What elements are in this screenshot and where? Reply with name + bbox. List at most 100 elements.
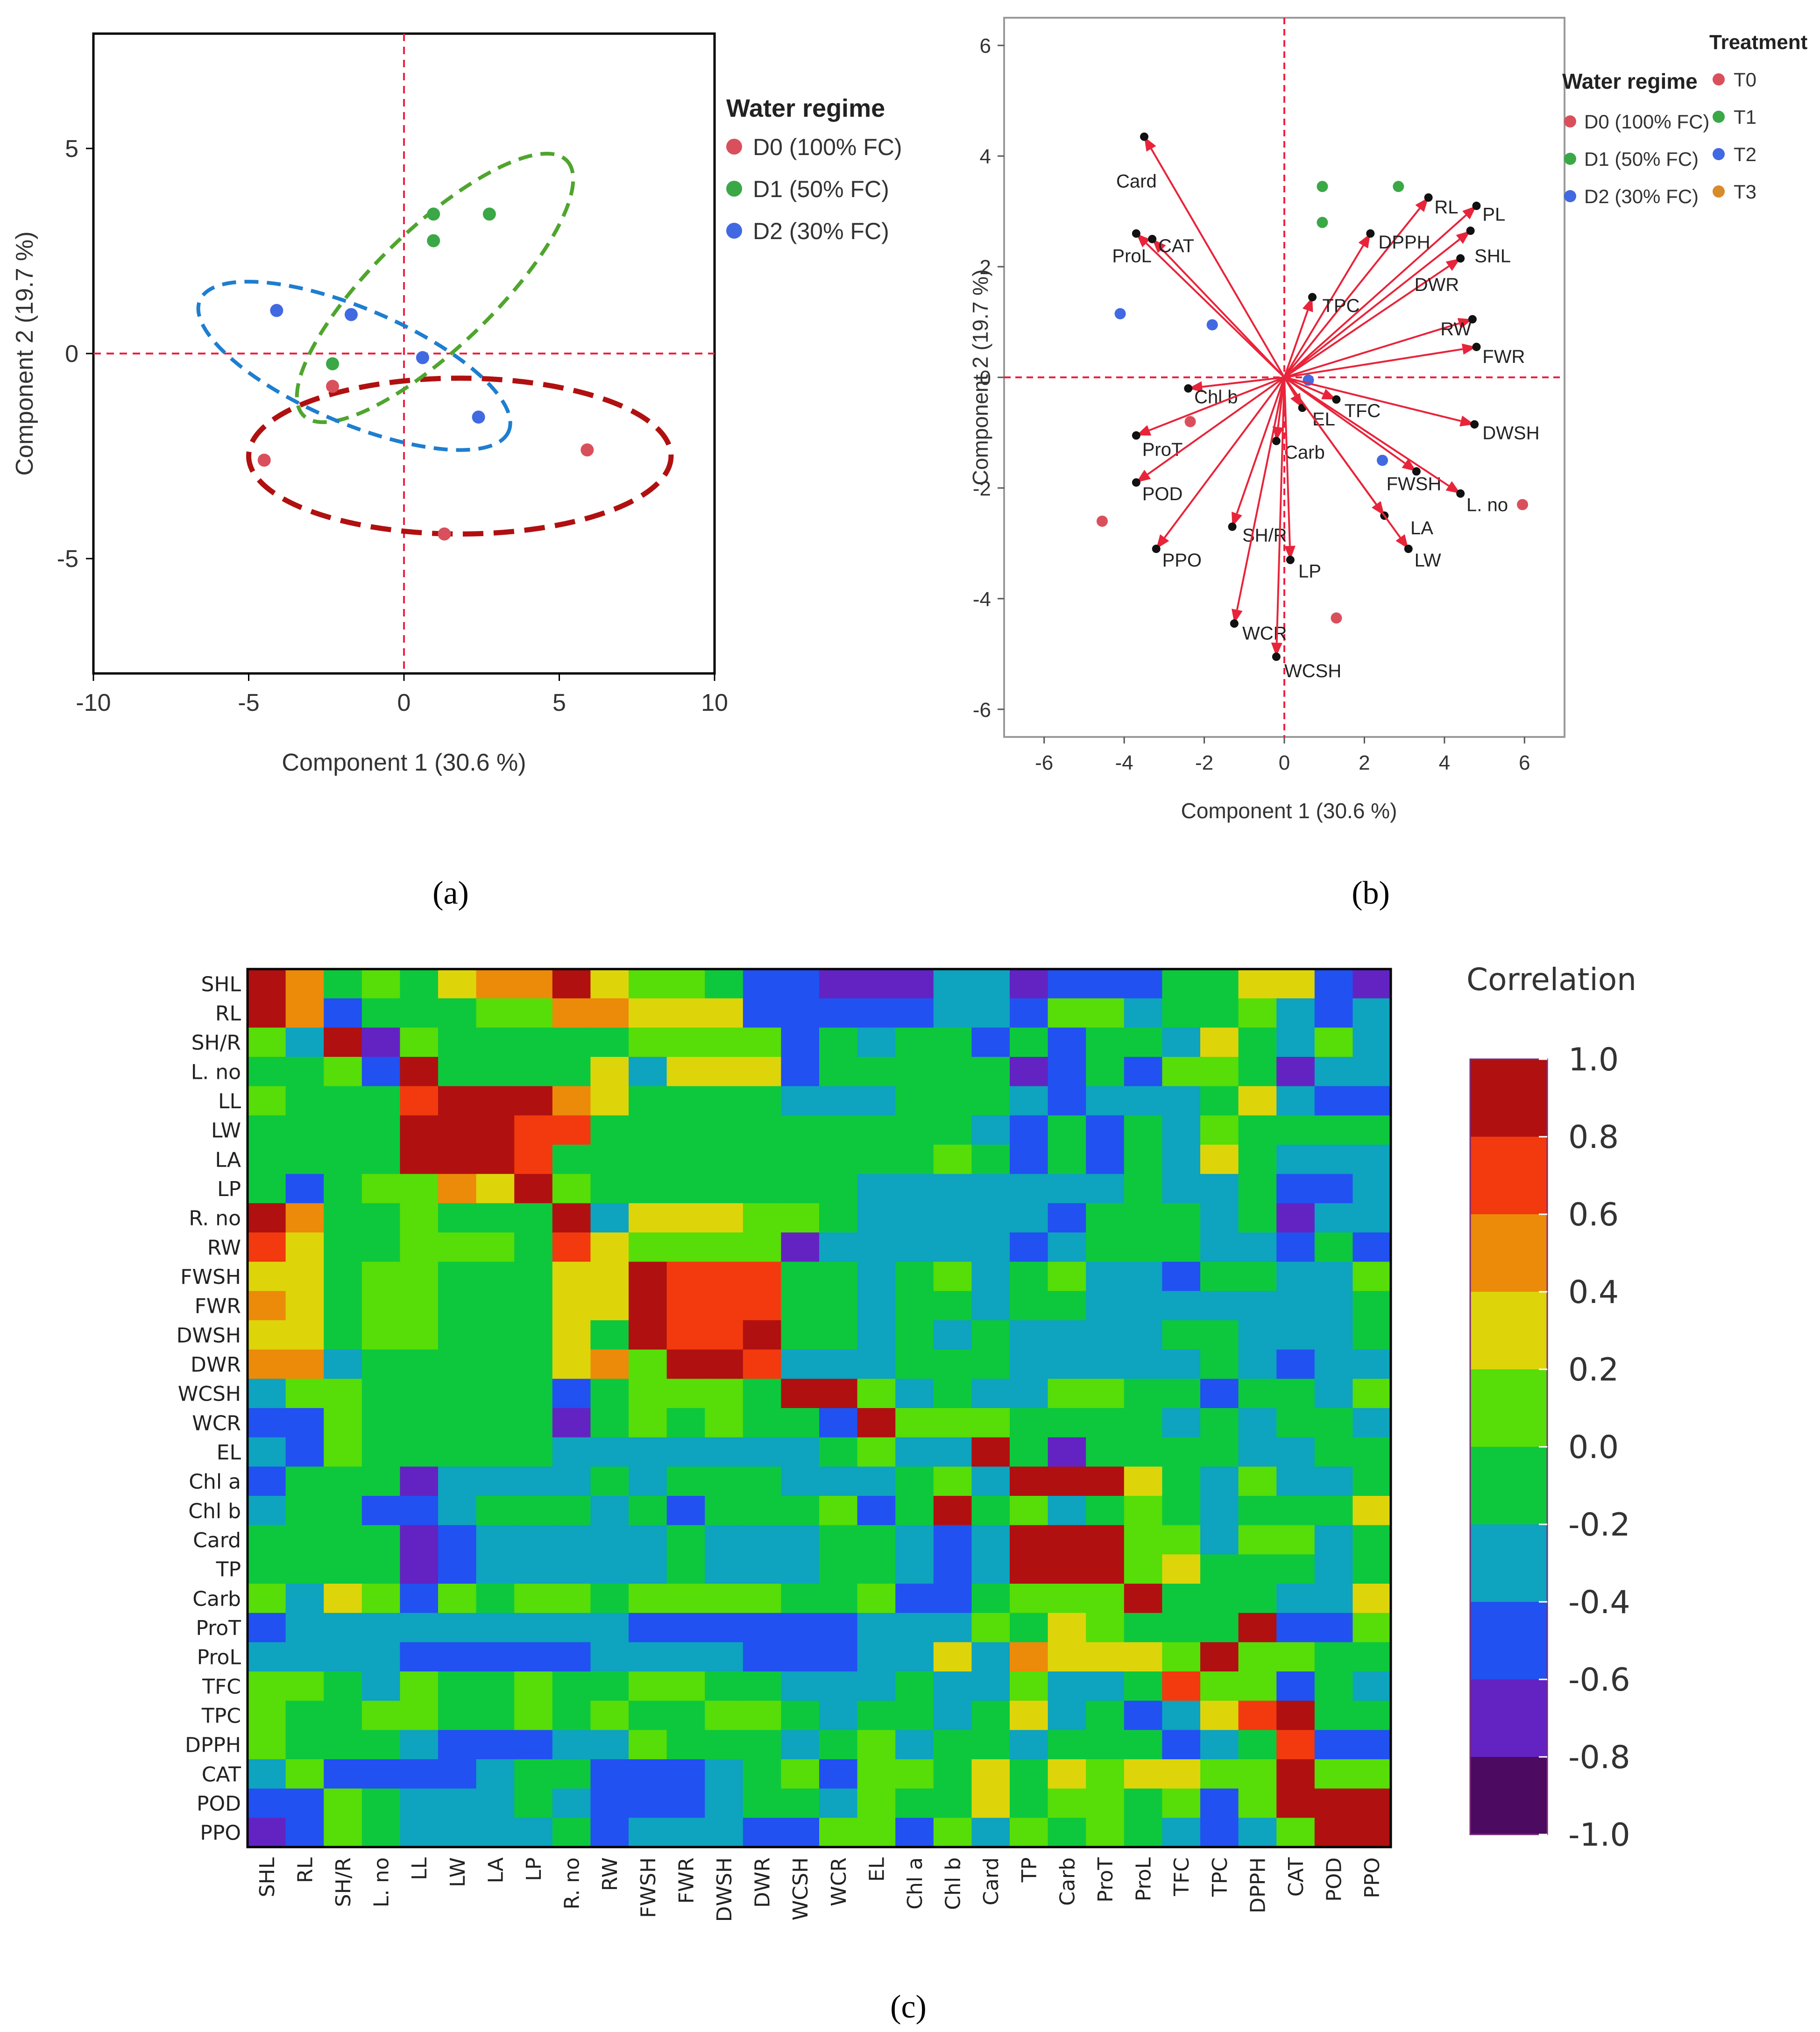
heatmap-cell (1048, 1759, 1086, 1789)
heatmap-cell (857, 1496, 896, 1526)
heatmap-cell (819, 1115, 858, 1145)
heatmap-cell (590, 1788, 629, 1818)
heatmap-cell (971, 1057, 1010, 1087)
heatmap-cell (285, 1291, 324, 1321)
heatmap-cell (1124, 1818, 1162, 1848)
heatmap-cell (438, 1115, 477, 1145)
row-label: R. no (189, 1207, 241, 1231)
heatmap-cell (705, 1291, 744, 1321)
heatmap-cell (629, 998, 667, 1028)
heatmap-cell (324, 1291, 362, 1321)
loading-arrow-line (1283, 214, 1467, 378)
heatmap-cell (743, 1145, 781, 1175)
colorbar-title: Correlation (1466, 962, 1636, 998)
heatmap-cell (1010, 1642, 1048, 1672)
heatmap-cell (857, 1437, 896, 1467)
row-label: LP (217, 1177, 241, 1201)
loading-label: LW (1415, 550, 1441, 571)
heatmap-cell (895, 1525, 934, 1555)
heatmap-cell (666, 1291, 705, 1321)
heatmap-cell (819, 1700, 858, 1730)
heatmap-cell (476, 1174, 515, 1204)
heatmap-cell (514, 1261, 553, 1291)
heatmap-cell (743, 1291, 781, 1321)
heatmap-cell (629, 1818, 667, 1848)
heatmap-cell (514, 998, 553, 1028)
heatmap-cell (666, 1671, 705, 1701)
heatmap-cell (1276, 1291, 1315, 1321)
y-tick-label: 0 (65, 340, 78, 368)
heatmap-cell (666, 1145, 705, 1175)
heatmap-cell (666, 1613, 705, 1643)
heatmap-cell (552, 1730, 591, 1760)
heatmap-cell (705, 1408, 744, 1438)
heatmap-cell (743, 1261, 781, 1291)
heatmap-cell (285, 998, 324, 1028)
loading-endpoint (1472, 342, 1481, 351)
x-tick-label: 2 (1359, 751, 1370, 774)
heatmap-cell (590, 1642, 629, 1672)
heatmap-cell (1314, 1174, 1353, 1204)
heatmap-cell (400, 1818, 439, 1848)
heatmap-cell (324, 1496, 362, 1526)
loading-vector: PL (1283, 201, 1505, 378)
heatmap-cell (1276, 969, 1315, 999)
heatmap-cell (781, 1145, 820, 1175)
heatmap-cell (1048, 1818, 1086, 1848)
heatmap-cell (971, 1730, 1010, 1760)
heatmap-cell (1353, 1086, 1391, 1116)
loading-label: POD (1142, 484, 1183, 504)
colorbar-tick-label: 0.0 (1568, 1429, 1619, 1466)
heatmap-cell (895, 1291, 934, 1321)
heatmap-cell (629, 1057, 667, 1087)
heatmap-cell (629, 1408, 667, 1438)
row-label: POD (197, 1792, 241, 1816)
heatmap-cell (895, 1759, 934, 1789)
heatmap-cell (400, 1584, 439, 1614)
loading-arrow-line (1150, 148, 1285, 378)
heatmap-cell (400, 1320, 439, 1350)
heatmap-cell (895, 1671, 934, 1701)
heatmap-cell (1314, 1759, 1353, 1789)
heatmap-cell (933, 1466, 972, 1496)
heatmap-cell (400, 969, 439, 999)
heatmap-cell (552, 1320, 591, 1350)
heatmap-cell (514, 1232, 553, 1262)
loading-endpoint (1140, 132, 1148, 141)
loading-label: SHL (1474, 246, 1511, 266)
heatmap-cell (971, 1379, 1010, 1409)
heatmap-cell (1276, 1554, 1315, 1584)
heatmap-cell (590, 1437, 629, 1467)
column-label: WCR (827, 1857, 851, 1906)
heatmap-cell (1048, 1320, 1086, 1350)
heatmap-cell (248, 1730, 286, 1760)
heatmap-cell (1048, 1788, 1086, 1818)
row-label: L. no (191, 1060, 241, 1084)
heatmap-cell (1314, 1554, 1353, 1584)
heatmap-cell (1124, 1291, 1162, 1321)
legend-marker-d2 (1564, 190, 1576, 202)
heatmap-cell (514, 1613, 553, 1643)
heatmap-cell (1048, 1086, 1086, 1116)
y-tick-label: -5 (57, 545, 78, 573)
heatmap-cell (1238, 1584, 1277, 1614)
loading-arrow-head (1272, 426, 1284, 441)
heatmap-cell (1010, 1349, 1048, 1379)
x-tick-label: 10 (701, 689, 728, 716)
heatmap-cell (1124, 969, 1162, 999)
colorbar-segment (1470, 1679, 1547, 1757)
heatmap-cell (933, 1320, 972, 1350)
heatmap-cell (743, 1174, 781, 1204)
heatmap-cell (285, 1613, 324, 1643)
heatmap-cell (400, 1232, 439, 1262)
heatmap-cell (590, 1671, 629, 1701)
heatmap-cell (819, 1496, 858, 1526)
legend-marker-d0 (1564, 115, 1576, 127)
heatmap-cell (324, 1671, 362, 1701)
heatmap-cell (514, 1730, 553, 1760)
heatmap-cell (285, 969, 324, 999)
row-label: SHL (201, 972, 241, 996)
point-d0 (257, 453, 271, 467)
heatmap-cell (629, 1496, 667, 1526)
heatmap-cell (1010, 1174, 1048, 1204)
